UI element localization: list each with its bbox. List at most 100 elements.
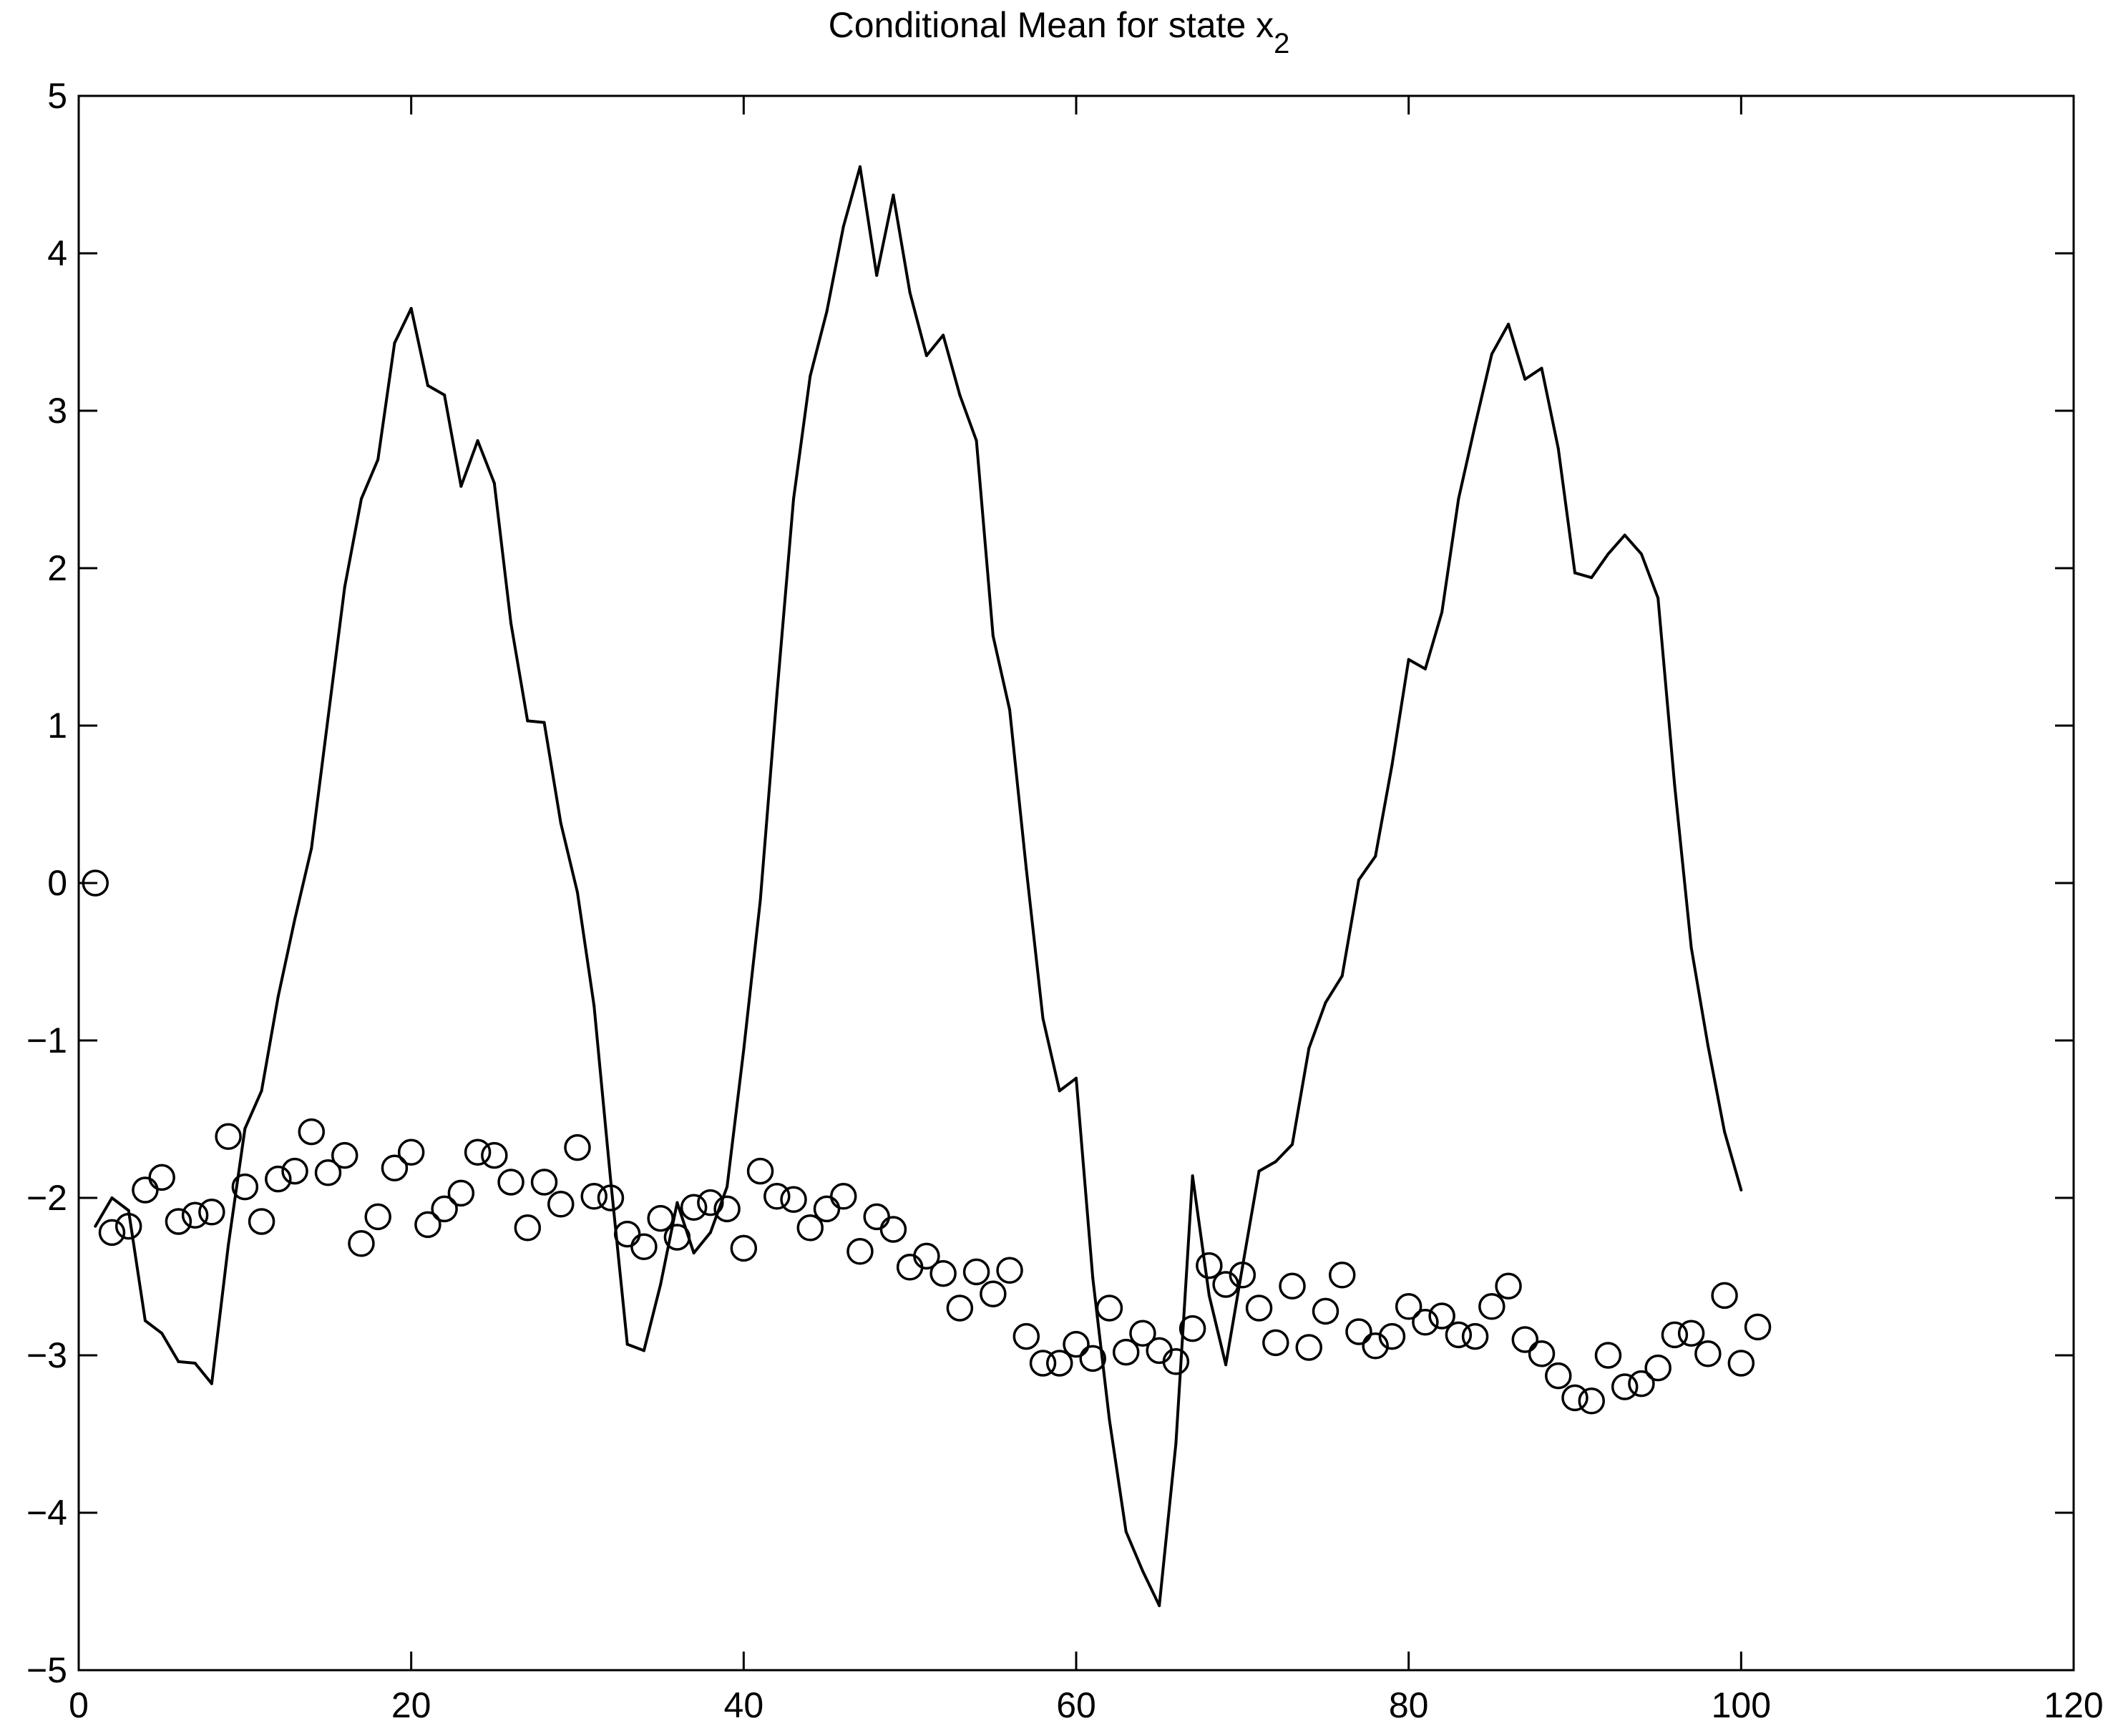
data-point-marker <box>514 1214 542 1242</box>
data-point-marker <box>447 1179 475 1207</box>
data-point-marker <box>265 1165 292 1193</box>
data-point-marker <box>1644 1354 1672 1382</box>
series-line-segment <box>858 165 879 277</box>
data-point-marker <box>913 1242 940 1270</box>
series-line-segment <box>1507 323 1527 381</box>
y-tick-label: 5 <box>47 76 67 116</box>
series-line-segment <box>1473 352 1493 426</box>
series-line-segment <box>1673 784 1693 950</box>
data-point-marker <box>1395 1293 1422 1320</box>
data-point-marker <box>1478 1293 1505 1320</box>
data-point-marker <box>663 1224 691 1251</box>
series-line-segment <box>143 1319 164 1335</box>
data-point-marker <box>231 1173 259 1201</box>
chart-title-main: Conditional Mean for state x <box>829 5 1274 45</box>
data-point-marker <box>481 1141 508 1169</box>
x-tick-label: 40 <box>724 1685 764 1725</box>
series-line-segment <box>1440 497 1460 614</box>
y-tick-label: 3 <box>47 391 67 431</box>
series-line-segment <box>1124 1530 1144 1573</box>
series-line-segment <box>492 482 513 625</box>
data-point-marker <box>1594 1342 1622 1369</box>
data-point-marker <box>1162 1348 1190 1375</box>
series-line-segment <box>1407 658 1427 670</box>
series-line-segment <box>459 439 479 488</box>
series-line-segment <box>841 165 862 228</box>
data-point-marker <box>1029 1350 1057 1377</box>
data-point-marker <box>1212 1271 1239 1298</box>
data-point-marker <box>1312 1297 1339 1325</box>
data-point-marker <box>114 1212 142 1240</box>
data-point-marker <box>1328 1262 1356 1289</box>
data-point-marker <box>1345 1318 1372 1345</box>
series-line-segment <box>376 341 396 462</box>
data-point-marker <box>1528 1340 1556 1367</box>
data-point-marker <box>680 1194 708 1221</box>
series-line-segment <box>1623 533 1643 556</box>
data-point-marker <box>1245 1294 1273 1322</box>
data-point-marker <box>1079 1345 1106 1372</box>
data-point-marker <box>1744 1313 1772 1341</box>
data-point-marker <box>1178 1315 1206 1342</box>
series-line-segment <box>1075 1076 1095 1280</box>
series-line-segment <box>509 622 530 723</box>
series-line-segment <box>809 310 829 378</box>
data-point-marker <box>397 1138 425 1166</box>
series-line-segment <box>825 225 845 313</box>
data-point-marker <box>1545 1362 1572 1390</box>
series-line-segment <box>310 716 330 850</box>
data-point-marker <box>348 1230 375 1257</box>
x-tick-label: 100 <box>1712 1685 1771 1725</box>
series-line-segment <box>443 394 463 488</box>
x-tick-label: 20 <box>391 1685 431 1725</box>
data-point-marker <box>1378 1322 1406 1350</box>
series-line-segment <box>193 1362 213 1385</box>
data-point-marker <box>215 1123 242 1150</box>
series-line-segment <box>409 307 429 387</box>
data-point-marker <box>1095 1294 1123 1322</box>
data-point-marker <box>780 1186 807 1213</box>
data-point-marker <box>763 1183 791 1210</box>
data-point-marker <box>1461 1322 1489 1350</box>
series-line-segment <box>542 721 562 825</box>
data-point-marker <box>314 1159 342 1186</box>
series-line-segment <box>742 899 762 1052</box>
data-point-marker <box>730 1234 758 1262</box>
series-line-segment <box>1540 366 1560 450</box>
data-point-marker <box>697 1189 724 1216</box>
series-line-segment <box>94 1196 114 1228</box>
data-point-marker <box>1112 1338 1140 1366</box>
series-line-segment <box>991 634 1012 711</box>
y-tick-label: 0 <box>47 863 67 903</box>
y-tick-label: 1 <box>47 706 67 746</box>
series-line-segment <box>1357 854 1377 882</box>
data-point-marker <box>1628 1370 1655 1398</box>
series-line-segment <box>1556 447 1576 575</box>
chart-title: Conditional Mean for state x2 <box>829 5 1290 59</box>
data-point-marker <box>547 1191 575 1218</box>
series-line-segment <box>1041 1017 1061 1093</box>
data-point-marker <box>1412 1309 1439 1336</box>
data-point-marker <box>580 1183 607 1210</box>
series-line-segment <box>659 1201 679 1286</box>
data-point-marker <box>980 1280 1007 1307</box>
series-line-segment <box>775 497 796 696</box>
data-point-marker <box>879 1216 907 1243</box>
x-tick-label: 80 <box>1389 1685 1429 1725</box>
series-line-segment <box>892 193 912 294</box>
data-point-marker <box>1561 1384 1588 1412</box>
data-point-marker <box>248 1208 275 1235</box>
data-point-marker <box>530 1169 558 1196</box>
data-point-marker <box>381 1154 409 1181</box>
series-line-segment <box>908 291 928 357</box>
series-line-segment <box>924 333 945 357</box>
series-line-segment <box>160 1332 180 1363</box>
y-tick-label: −2 <box>26 1178 67 1218</box>
series-line-segment <box>476 439 496 485</box>
data-point-marker <box>946 1294 974 1322</box>
data-point-marker <box>82 869 109 897</box>
series-line-segment <box>792 374 812 501</box>
data-point-marker <box>1428 1302 1455 1330</box>
data-point-marker <box>929 1259 957 1287</box>
